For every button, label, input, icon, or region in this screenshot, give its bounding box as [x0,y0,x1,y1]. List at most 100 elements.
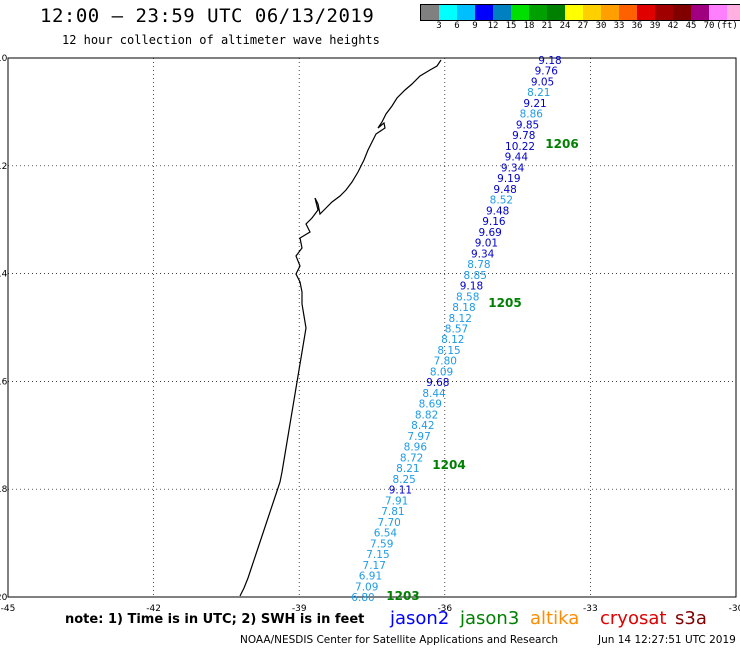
legend-swatch [475,5,493,20]
wave-height-value: 10.22 [505,141,535,153]
map-title: 12:00 – 23:59 UTC 06/13/2019 [40,5,375,27]
latitude-label: -14 [0,270,8,280]
legend-tick-label: 42 [667,21,679,31]
wave-height-value: 8.21 [396,463,419,475]
wave-height-value: 9.16 [482,216,506,228]
legend-tick-label: (ft) [716,21,738,31]
legend-tick-label: 3 [436,21,442,31]
longitude-label: -39 [292,604,307,614]
legend-swatch [691,5,709,20]
legend-swatch [709,5,727,20]
legend-swatch [619,5,637,20]
wave-height-value: 9.34 [471,248,495,260]
wave-height-value: 8.12 [441,334,464,346]
track-time-label: 1205 [488,296,521,310]
legend-tick-label: 30 [595,21,607,31]
latitude-label: -18 [0,485,8,495]
legend-tick-label: 12 [487,21,499,31]
wave-height-value: 7.70 [377,517,400,529]
legend-tick-label: 70 [703,21,715,31]
legend-tick-label: 39 [649,21,661,31]
legend-tick-label: 36 [631,21,643,31]
wave-height-value: 8.25 [392,474,415,486]
wave-height-value: 7.59 [370,538,393,550]
track-time-label: 1203 [386,589,419,603]
wave-height-value: 7.80 [434,356,457,368]
map-grid [7,57,737,598]
wave-height-value: 9.01 [475,238,498,250]
wave-height-value: 8.21 [527,87,550,99]
map-frame [7,57,737,598]
satellite-name: cryosat [600,608,667,629]
legend-tick-label: 24 [559,21,571,31]
wave-height-value: 6.80 [351,592,374,604]
wave-height-value: 6.91 [359,571,382,583]
wave-height-value: 9.34 [501,162,525,174]
wave-height-value: 8.15 [437,345,460,357]
wave-height-value: 9.48 [486,205,509,217]
satellite-name: jason3 [460,608,520,629]
coastline [239,59,442,597]
legend-tick-label: 45 [685,21,697,31]
wave-height-value: 9.21 [523,98,546,110]
wave-height-value: 8.85 [464,270,487,282]
wave-height-value: 8.82 [415,409,438,421]
wave-height-value: 8.12 [449,313,472,325]
latitude-label: -10 [0,54,8,64]
axis-labels: -45 -42 -39 -36 -33 -30 -10 -12 -14 -16 -18 -20 [0,54,740,614]
legend-swatch [637,5,655,20]
legend-swatch [547,5,565,20]
legend-swatch [655,5,673,20]
wave-height-value: 9.85 [516,119,539,131]
wave-height-value: 9.19 [497,173,520,185]
legend-tick-label: 18 [523,21,535,31]
wave-height-value: 8.18 [452,302,475,314]
wave-height-value: 8.57 [445,324,468,336]
wave-height-value: 7.09 [355,581,378,593]
wave-height-value: 9.05 [531,76,554,88]
legend-swatch [511,5,529,20]
legend-swatch [601,5,619,20]
legend-swatch [439,5,457,20]
latitude-label: -16 [0,377,8,387]
longitude-label: -36 [437,604,452,614]
footnote: note: 1) Time is in UTC; 2) SWH is in fe… [65,612,365,627]
legend-tick-label: 27 [577,21,589,31]
legend-swatch [565,5,583,20]
track-time-label: 1206 [545,137,578,151]
legend-swatch [583,5,601,20]
longitude-label: -30 [729,604,740,614]
satellite-name: s3a [675,608,707,629]
map-subtitle: 12 hour collection of altimeter wave hei… [62,33,380,47]
wave-height-value: 6.54 [374,528,398,540]
wave-height-value: 9.18 [460,281,483,293]
wave-height-value: 7.15 [366,549,389,561]
wave-height-value: 9.44 [505,152,529,164]
legend-swatch [727,5,740,20]
track-time-label: 1204 [432,458,465,472]
longitude-label: -45 [1,604,16,614]
legend-tick-label: 9 [472,21,478,31]
legend-tick-label: 21 [541,21,553,31]
track-time-labels: 1206 1205 1204 1203 [386,137,578,603]
satellite-name: altika [530,608,580,629]
legend-swatch [421,5,439,20]
latitude-label: -20 [0,593,8,603]
wave-height-value: 9.11 [389,485,412,497]
satellite-name: jason2 [390,608,450,629]
longitude-label: -42 [146,604,161,614]
wave-height-value: 9.68 [426,377,449,389]
wave-height-value: 8.42 [411,420,434,432]
wave-height-labels: 9.189.769.058.219.218.869.859.7810.229.4… [351,55,561,604]
wave-height-value: 7.97 [407,431,430,443]
generated-timestamp: Jun 14 12:27:51 UTC 2019 [598,634,736,646]
wave-height-value: 8.58 [456,291,479,303]
wave-height-value: 8.52 [490,195,513,207]
wave-height-value: 9.48 [493,184,516,196]
wave-height-value: 8.86 [520,109,544,121]
legend-tick-label: 33 [613,21,625,31]
legend-swatch [457,5,475,20]
wave-height-value: 7.81 [381,506,404,518]
color-scale-legend [420,4,740,21]
